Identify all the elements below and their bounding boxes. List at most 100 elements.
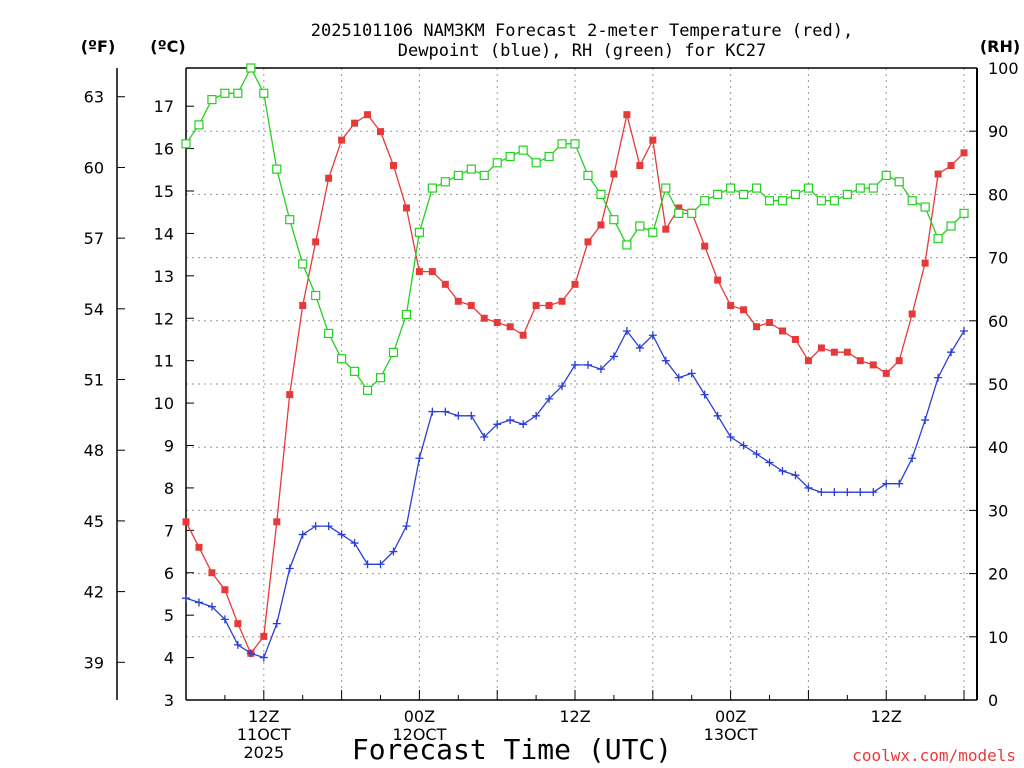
rh-point	[855, 183, 865, 193]
temperature-point	[584, 238, 592, 246]
rh-point	[777, 196, 788, 206]
rh-point	[829, 196, 839, 206]
time-tick-label: 11OCT	[237, 725, 291, 744]
dewpoint-point	[726, 433, 735, 442]
dewpoint-point	[506, 416, 515, 425]
chart-title-line2: Dewpoint (blue), RH (green) for KC27	[398, 41, 766, 61]
celsius-tick-label: 10	[154, 394, 174, 413]
fahrenheit-tick-label: 39	[84, 653, 104, 672]
dewpoint-point	[921, 416, 930, 425]
dewpoint-point	[895, 479, 904, 488]
temperature-point	[260, 632, 268, 640]
temperature-point	[467, 302, 475, 310]
rh-point	[466, 164, 476, 174]
dewpoint-point	[908, 454, 917, 463]
rh-tick-label: 100	[988, 59, 1019, 78]
rh-point	[907, 196, 917, 206]
temperature-point	[312, 238, 320, 246]
dewpoint-point	[843, 488, 852, 497]
dewpoint-point	[233, 640, 242, 649]
temperature-point	[740, 306, 748, 314]
rh-tick-label: 60	[988, 312, 1008, 331]
celsius-tick-label: 12	[154, 309, 174, 328]
rh-point	[298, 259, 308, 269]
rh-point	[635, 221, 645, 231]
temperature-point	[778, 327, 786, 335]
dewpoint-point	[674, 373, 683, 382]
dewpoint-point	[194, 598, 203, 607]
time-tick-label: 00Z	[404, 707, 435, 726]
dewpoint-point	[493, 420, 502, 429]
time-tick-label: 13OCT	[704, 725, 758, 744]
dewpoint-point	[635, 343, 644, 352]
celsius-unit-label: (ºC)	[150, 37, 185, 56]
fahrenheit-tick-label: 45	[84, 512, 104, 531]
dewpoint-point	[259, 653, 268, 662]
dewpoint-point	[272, 619, 281, 628]
rh-point	[583, 170, 593, 181]
dewpoint-point	[778, 466, 787, 475]
dewpoint-point	[596, 365, 605, 374]
rh-tick-label: 50	[988, 375, 1008, 394]
temperature-point	[817, 344, 825, 352]
celsius-tick-label: 9	[164, 437, 174, 456]
temperature-point	[843, 348, 851, 356]
fahrenheit-tick-label: 51	[84, 371, 104, 390]
dewpoint-point	[804, 483, 813, 492]
temperature-point	[273, 518, 281, 526]
temperature-point	[701, 242, 709, 250]
rh-point	[233, 88, 243, 98]
dewpoint-point	[934, 373, 943, 382]
temperature-point	[714, 276, 722, 284]
dewpoint-point	[947, 348, 956, 357]
temperature-point	[532, 302, 540, 310]
dewpoint-point	[609, 352, 618, 361]
rh-point	[570, 139, 580, 149]
rh-point	[362, 385, 373, 395]
temperature-point	[519, 331, 527, 339]
temperature-point	[221, 586, 229, 594]
temperature-point	[441, 280, 449, 288]
rh-point	[674, 208, 684, 218]
rh-point	[246, 63, 256, 73]
dewpoint-point	[791, 471, 800, 480]
celsius-tick-label: 7	[164, 521, 174, 540]
temperature-point	[506, 323, 514, 331]
rh-tick-label: 30	[988, 501, 1008, 520]
rh-tick-label: 90	[988, 122, 1008, 141]
temperature-point	[364, 111, 372, 119]
temperature-point	[934, 170, 942, 178]
rh-point	[259, 88, 269, 98]
dewpoint-point	[765, 458, 774, 467]
temperature-point	[662, 225, 670, 233]
rh-point	[881, 170, 891, 181]
rh-point	[492, 158, 502, 168]
fahrenheit-tick-label: 54	[84, 300, 104, 319]
dewpoint-point	[687, 369, 696, 378]
temperature-point	[454, 297, 462, 305]
rh-series	[181, 63, 969, 395]
temperature-point	[428, 268, 436, 276]
grid-lines	[186, 68, 977, 700]
rh-point	[726, 183, 736, 193]
temperature-point	[753, 323, 761, 331]
dewpoint-point	[558, 382, 567, 391]
rh-point	[518, 145, 528, 155]
rh-point	[596, 189, 606, 199]
dewpoint-point	[713, 411, 722, 420]
time-tick-label: 2025	[243, 743, 284, 762]
temperature-point	[610, 170, 618, 178]
dewpoint-series	[182, 326, 969, 662]
celsius-tick-label: 4	[164, 649, 174, 668]
rh-point	[453, 170, 463, 181]
temperature-point	[389, 162, 397, 170]
rh-point	[894, 177, 904, 187]
rh-point	[220, 88, 230, 98]
rh-point	[713, 189, 723, 199]
rh-point	[285, 215, 295, 225]
rh-point	[414, 227, 425, 237]
temperature-series	[182, 111, 968, 657]
dewpoint-point	[337, 530, 346, 539]
celsius-tick-label: 8	[164, 479, 174, 498]
